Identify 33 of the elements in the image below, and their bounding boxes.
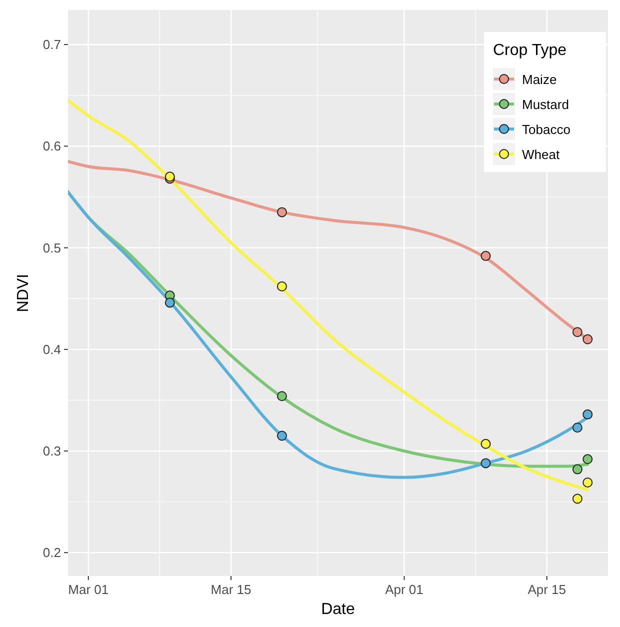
point xyxy=(164,298,175,308)
y-tick-label: 0.4 xyxy=(42,342,61,357)
point xyxy=(582,334,593,344)
y-tick-label: 0.2 xyxy=(42,545,61,560)
x-tick-label: Mar 15 xyxy=(210,582,252,597)
point xyxy=(480,438,491,449)
point xyxy=(572,494,582,504)
point xyxy=(572,327,582,338)
legend-label: Maize xyxy=(522,72,557,87)
legend-title: Crop Type xyxy=(493,42,567,59)
legend-label: Wheat xyxy=(522,147,560,162)
point xyxy=(276,281,287,292)
point xyxy=(582,409,593,420)
legend-label: Tobacco xyxy=(522,122,570,137)
point xyxy=(572,422,582,433)
point xyxy=(276,207,287,218)
y-tick-label: 0.7 xyxy=(42,37,61,52)
point xyxy=(582,478,593,488)
y-tick-label: 0.3 xyxy=(42,444,61,459)
y-axis-title: NDVI xyxy=(15,274,32,312)
point xyxy=(276,391,287,402)
y-tick-label: 0.6 xyxy=(42,138,61,154)
point xyxy=(582,454,593,464)
point xyxy=(572,464,582,474)
legend-label: Mustard xyxy=(522,97,569,112)
point xyxy=(480,250,491,261)
x-axis-title: Date xyxy=(321,601,355,618)
x-tick-label: Apr 01 xyxy=(385,582,424,597)
y-tick-label: 0.5 xyxy=(42,240,61,256)
point xyxy=(276,430,287,441)
x-tick-label: Apr 15 xyxy=(528,582,566,597)
point xyxy=(480,458,491,468)
x-tick-label: Mar 01 xyxy=(68,582,109,597)
